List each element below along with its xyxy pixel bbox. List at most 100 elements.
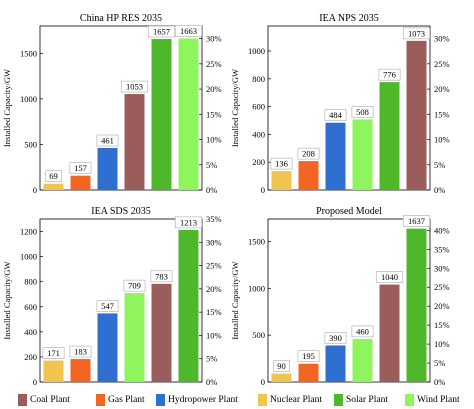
chart-title: Proposed Model (316, 206, 382, 217)
data-label-box (273, 360, 290, 372)
y-tick-label: 800 (24, 277, 37, 287)
plot-frame (267, 25, 431, 191)
plot-frame (39, 218, 203, 383)
data-label-box (375, 271, 404, 283)
data-label: 1637 (408, 216, 425, 226)
data-label: 547 (101, 301, 114, 311)
legend-label: Coal Plant (30, 395, 70, 405)
legend-item: Wind Plant (405, 393, 460, 407)
legend-swatch (18, 394, 27, 406)
chart-panel-2: IEA NPS 2035 0 200 400 600 800 1000 0% 5% 10% 15% 2… (230, 13, 450, 195)
y-tick-label: 600 (252, 102, 265, 112)
y2-tick-label: 15% (206, 109, 222, 119)
bar (178, 38, 199, 190)
y-tick-label: 1000 (248, 283, 265, 293)
data-label-box (69, 345, 92, 358)
y2-tick-label: 0% (434, 377, 445, 387)
legend-label: Nuclear Plant (270, 395, 322, 405)
y2-tick-label: 25% (434, 59, 450, 69)
y2-tick-label: 30% (206, 34, 222, 44)
data-label-box (42, 347, 65, 359)
y-tick-label: 800 (252, 74, 265, 84)
data-label-box (351, 106, 374, 118)
y2-tick-label: 0% (434, 185, 445, 195)
bar (151, 39, 172, 191)
y-tick-label: 1500 (20, 48, 37, 58)
chart-panel-4: Proposed Model 0 500 1000 1500 0% 5% 10% 15% 20% 2… (230, 206, 450, 387)
data-label: 90 (277, 361, 286, 371)
chart-panel-1: China HP RES 2035 0 500 1000 1500 0% 5% 10% 15% 2… (2, 13, 222, 195)
data-label-box (270, 157, 293, 170)
data-label: 171 (47, 348, 60, 358)
chart-title: China HP RES 2035 (80, 13, 162, 24)
bar (43, 360, 64, 382)
y-axis-label: Installed Capacity/GW (230, 261, 240, 339)
y2-tick-label: 0% (206, 377, 217, 387)
y2-tick-label: 25% (206, 261, 222, 271)
y-axis-label: Installed Capacity/GW (2, 261, 12, 339)
legend-swatch (96, 394, 105, 406)
y-tick-label: 1500 (248, 236, 265, 246)
y2-tick-label: 0% (206, 185, 217, 195)
y2-tick-label: 5% (434, 160, 445, 170)
y2-tick-label: 20% (206, 284, 222, 294)
y2-tick-label: 10% (206, 135, 222, 145)
legend-swatch (156, 394, 165, 406)
y-tick-label: 1200 (20, 227, 37, 237)
y2-tick-label: 35% (434, 244, 450, 254)
bar (352, 338, 373, 382)
chart-title: IEA NPS 2035 (319, 13, 378, 24)
bar (70, 359, 91, 382)
data-label-box (96, 134, 119, 147)
chart-title: IEA SDS 2035 (91, 206, 150, 217)
data-label-box (150, 270, 173, 283)
data-label: 157 (74, 163, 87, 173)
legend-item: Hydropower Plant (156, 393, 238, 407)
legend-label: Wind Plant (417, 395, 460, 405)
data-label-box (174, 216, 203, 229)
y-tick-label: 400 (24, 327, 37, 337)
bar (298, 161, 319, 190)
y2-tick-label: 30% (434, 34, 450, 44)
data-label-box (351, 325, 374, 338)
data-label: 508 (356, 107, 369, 117)
legend-swatch (334, 394, 343, 406)
plot-frame (267, 218, 431, 383)
y2-tick-label: 25% (434, 282, 450, 292)
y-tick-label: 1000 (248, 46, 265, 56)
data-label-box (324, 109, 347, 121)
bar (379, 284, 400, 382)
data-label: 460 (356, 326, 369, 336)
data-label-box (120, 80, 149, 93)
y2-tick-label: 5% (206, 354, 217, 364)
bar (325, 345, 346, 382)
data-label-box (69, 162, 92, 174)
data-label: 1213 (180, 217, 197, 227)
y-tick-label: 1000 (20, 94, 37, 104)
bar (271, 373, 292, 382)
chart-panel-3: IEA SDS 2035 0 200 400 600 800 1000 1200 0% 5% 10%… (2, 206, 222, 387)
legend-item: Solar Plant (334, 393, 388, 407)
bar (97, 147, 118, 190)
y-tick-label: 0 (33, 185, 37, 195)
y-tick-label: 500 (252, 330, 265, 340)
data-label: 390 (329, 333, 342, 343)
y-axis-label: Installed Capacity/GW (230, 69, 240, 147)
y2-tick-label: 20% (434, 84, 450, 94)
y2-tick-label: 30% (206, 237, 222, 247)
y2-tick-label: 5% (434, 358, 445, 368)
data-label: 136 (275, 159, 288, 169)
bar (124, 293, 145, 382)
y2-tick-label: 15% (434, 109, 450, 119)
y2-tick-label: 15% (206, 307, 222, 317)
y-tick-label: 600 (24, 302, 37, 312)
data-label: 484 (329, 110, 343, 120)
data-label: 69 (49, 171, 58, 181)
bar (151, 283, 172, 382)
bar (379, 82, 400, 190)
bar (325, 122, 346, 190)
y-tick-label: 400 (252, 129, 265, 139)
data-label: 208 (302, 149, 315, 159)
data-label-box (96, 300, 119, 312)
data-label: 1073 (408, 28, 425, 38)
